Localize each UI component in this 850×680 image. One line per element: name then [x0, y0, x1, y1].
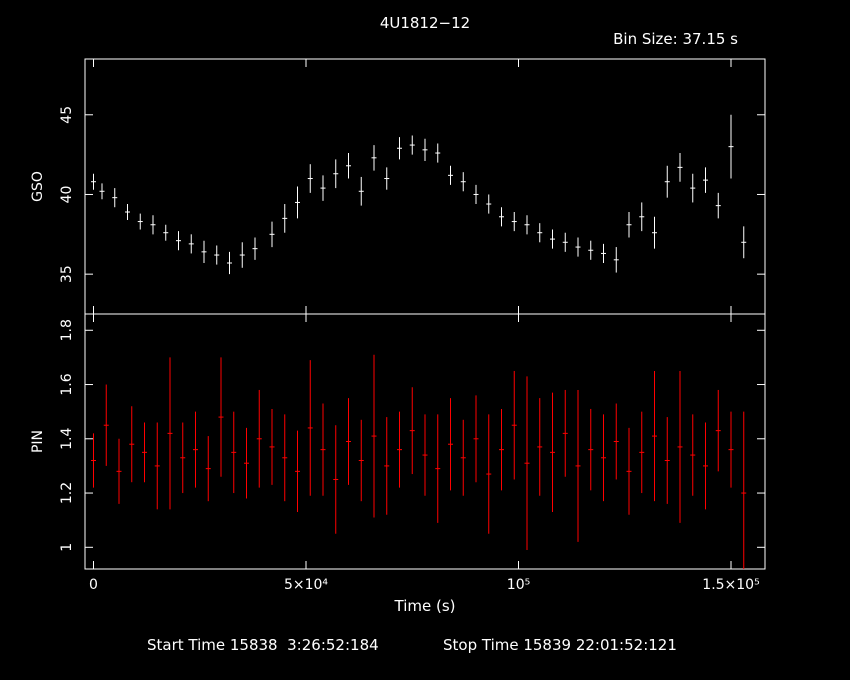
pin-ytick-label: 1.2	[59, 482, 75, 504]
bin-size-label: Bin Size: 37.15 s	[613, 30, 738, 48]
pin-ytick-label: 1.8	[59, 319, 75, 341]
x-tick-label: 10⁵	[507, 577, 530, 593]
x-axis-label: Time (s)	[394, 597, 456, 615]
x-tick-label: 1.5×10⁵	[702, 577, 759, 593]
gso-ytick-label: 35	[59, 265, 75, 283]
gso-frame	[84, 58, 766, 315]
pin-ytick-label: 1	[59, 543, 75, 552]
stop-time-label: Stop Time 15839 22:01:52:121	[443, 636, 677, 654]
gso-ytick-label: 40	[59, 186, 75, 204]
pin-ytick-label: 1.4	[59, 428, 75, 450]
gso-ytick-label: 45	[59, 106, 75, 124]
chart-title: 4U1812−12	[379, 14, 471, 32]
x-tick-label: 0	[89, 577, 98, 593]
pin-ytick-label: 1.6	[59, 373, 75, 395]
pin-frame	[84, 313, 766, 570]
gso-axis-label: GSO	[30, 171, 46, 202]
pin-axis-label: PIN	[30, 430, 46, 453]
x-tick-label: 5×10⁴	[284, 577, 328, 593]
start-time-label: Start Time 15838 3:26:52:184	[147, 636, 379, 654]
